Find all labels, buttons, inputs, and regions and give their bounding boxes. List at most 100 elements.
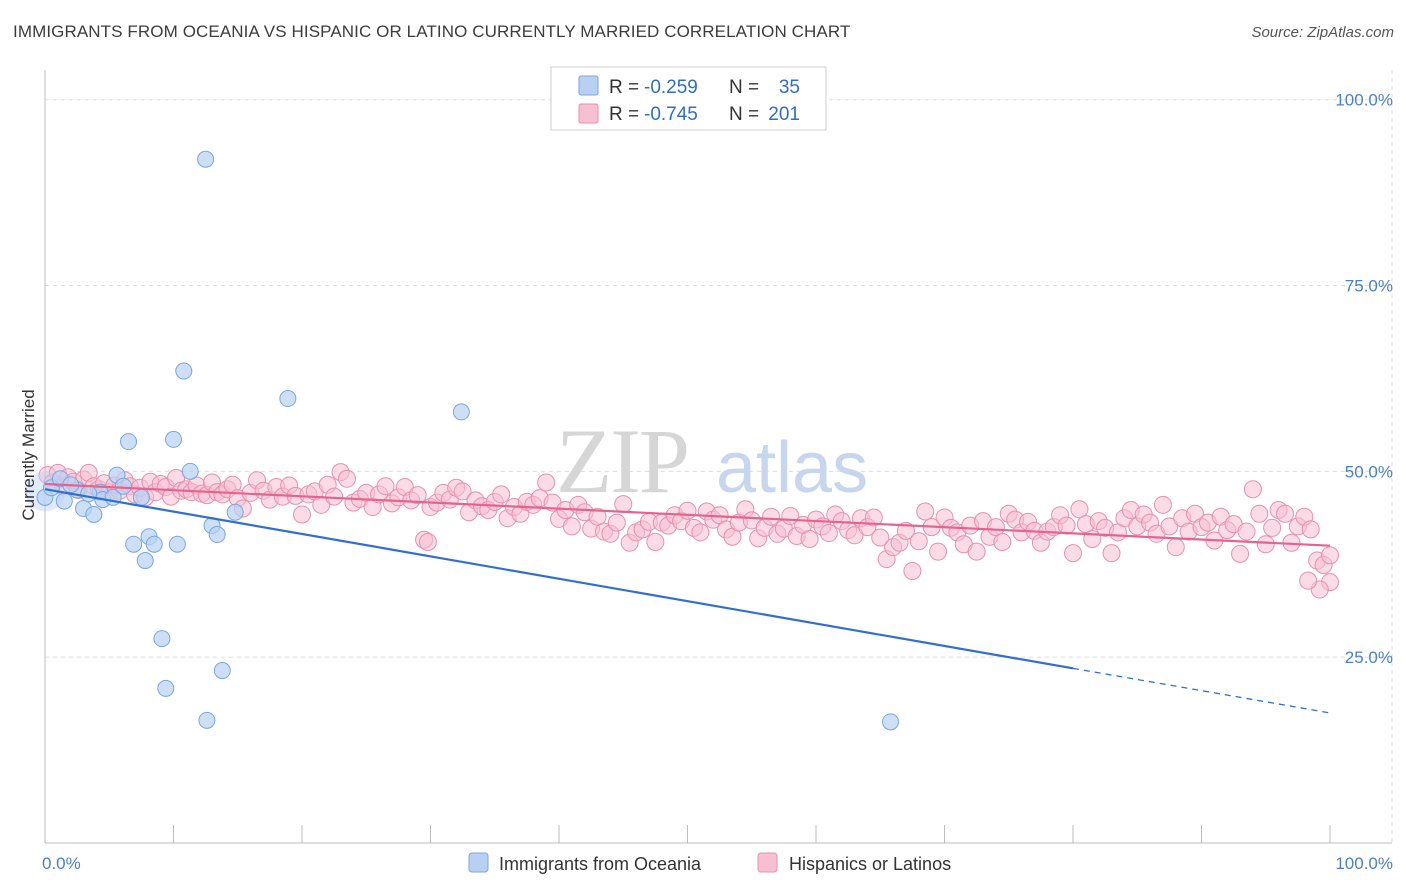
- hispanic-point: [646, 532, 665, 551]
- x-tick-label: 100.0%: [1335, 854, 1393, 873]
- oceania-point: [226, 503, 244, 521]
- hispanic-point: [418, 532, 437, 551]
- hispanic-point: [1057, 516, 1076, 535]
- legend-r-label-1: R =: [609, 77, 644, 98]
- oceania-trend-line: [44, 488, 1074, 670]
- y-tick-label: 50.0%: [1345, 462, 1393, 481]
- watermark: ZIP atlas: [556, 410, 868, 512]
- hispanic-point: [1263, 518, 1282, 537]
- x-tick-label: 0.0%: [42, 854, 81, 873]
- hispanic-trend-line: [44, 482, 1331, 547]
- legend-swatch-hispanic: [578, 103, 599, 124]
- x-tick-labels: 0.0% 100.0%: [42, 854, 1393, 873]
- hispanic-point: [903, 561, 922, 580]
- bottom-legend-label-hispanic: Hispanics or Latinos: [789, 854, 951, 874]
- hispanic-point: [1243, 480, 1262, 499]
- hispanic-point: [1153, 495, 1172, 514]
- oceania-point: [114, 477, 132, 495]
- oceania-point: [80, 485, 98, 503]
- legend-r-label-2: R =: [609, 104, 644, 125]
- hispanic-point: [492, 485, 511, 504]
- hispanic-point: [871, 528, 890, 547]
- hispanic-point: [1321, 546, 1339, 565]
- oceania-point: [136, 552, 154, 570]
- y-tick-label: 25.0%: [1345, 648, 1393, 667]
- bottom-legend-swatch-oceania: [468, 852, 489, 873]
- hispanic-point: [408, 486, 427, 505]
- hispanic-point: [916, 502, 935, 521]
- oceania-point: [120, 433, 138, 451]
- hispanic-point: [986, 518, 1005, 537]
- hispanic-point: [691, 523, 710, 542]
- hispanic-point: [762, 507, 781, 526]
- hispanic-point: [1301, 520, 1320, 539]
- oceania-point: [181, 462, 199, 480]
- hispanic-point: [376, 477, 395, 496]
- y-axis-title: Currently Married: [19, 389, 38, 520]
- oceania-trend-extension: [1072, 667, 1331, 714]
- hispanic-point: [1102, 544, 1121, 563]
- hispanic-point: [1064, 544, 1082, 563]
- trend-lines: [44, 482, 1331, 714]
- hispanic-points: [38, 463, 1339, 599]
- hispanic-point: [845, 526, 864, 545]
- oceania-point: [165, 430, 182, 448]
- hispanic-point: [819, 524, 838, 543]
- legend-r-value-1: -0.259: [644, 77, 698, 98]
- hispanic-point: [993, 532, 1012, 551]
- oceania-point: [197, 150, 215, 168]
- hispanic-point: [337, 469, 356, 488]
- hispanic-point: [929, 542, 948, 561]
- oceania-point: [85, 505, 103, 523]
- oceania-point: [168, 535, 186, 553]
- hispanic-point: [1256, 535, 1275, 554]
- chart-title: IMMIGRANTS FROM OCEANIA VS HISPANIC OR L…: [13, 22, 851, 41]
- hispanic-point: [800, 530, 819, 549]
- hispanic-point: [1070, 500, 1089, 519]
- hispanic-point: [453, 482, 472, 501]
- oceania-point: [452, 403, 470, 421]
- oceania-point: [132, 488, 150, 506]
- hispanic-point: [909, 532, 928, 551]
- hispanic-point: [1276, 504, 1295, 523]
- legend-n-value-2: 201: [768, 104, 800, 125]
- y-tick-labels: 25.0% 50.0% 75.0% 100.0%: [1335, 91, 1393, 667]
- watermark-zip: ZIP: [556, 410, 688, 512]
- oceania-point: [279, 390, 297, 408]
- hispanic-point: [537, 473, 556, 492]
- legend-swatch-oceania: [578, 75, 599, 96]
- hispanic-point: [1237, 522, 1256, 541]
- hispanic-point: [1160, 517, 1179, 536]
- grid-lines: [45, 70, 1393, 843]
- hispanic-point: [678, 501, 697, 520]
- hispanic-point: [1166, 538, 1185, 557]
- hispanic-point: [607, 513, 626, 532]
- hispanic-point: [614, 495, 633, 514]
- oceania-point: [882, 713, 900, 731]
- hispanic-point: [967, 542, 986, 561]
- oceania-point: [208, 526, 226, 544]
- bottom-legend-label-oceania: Immigrants from Oceania: [499, 854, 702, 874]
- y-tick-label: 75.0%: [1345, 277, 1393, 296]
- hispanic-point: [1250, 504, 1269, 523]
- bottom-legend-swatch-hispanic: [757, 852, 778, 873]
- oceania-point: [198, 711, 216, 729]
- oceania-point: [175, 362, 193, 380]
- legend-n-label-1: N =: [729, 77, 764, 98]
- oceania-point: [213, 662, 231, 680]
- oceania-point: [125, 535, 143, 553]
- oceania-point: [153, 630, 171, 648]
- source-label: Source: ZipAtlas.com: [1251, 24, 1394, 41]
- watermark-atlas: atlas: [716, 428, 868, 508]
- oceania-point: [55, 492, 73, 510]
- oceania-point: [145, 535, 163, 553]
- hispanic-point: [1299, 571, 1318, 590]
- bottom-legend: Immigrants from Oceania Hispanics or Lat…: [468, 852, 951, 874]
- oceania-point: [157, 679, 175, 697]
- hispanic-point: [293, 505, 311, 524]
- hispanic-point: [588, 507, 607, 526]
- axes: [44, 70, 1392, 844]
- legend-n-value-1: 35: [779, 77, 800, 98]
- y-tick-label: 100.0%: [1335, 91, 1393, 110]
